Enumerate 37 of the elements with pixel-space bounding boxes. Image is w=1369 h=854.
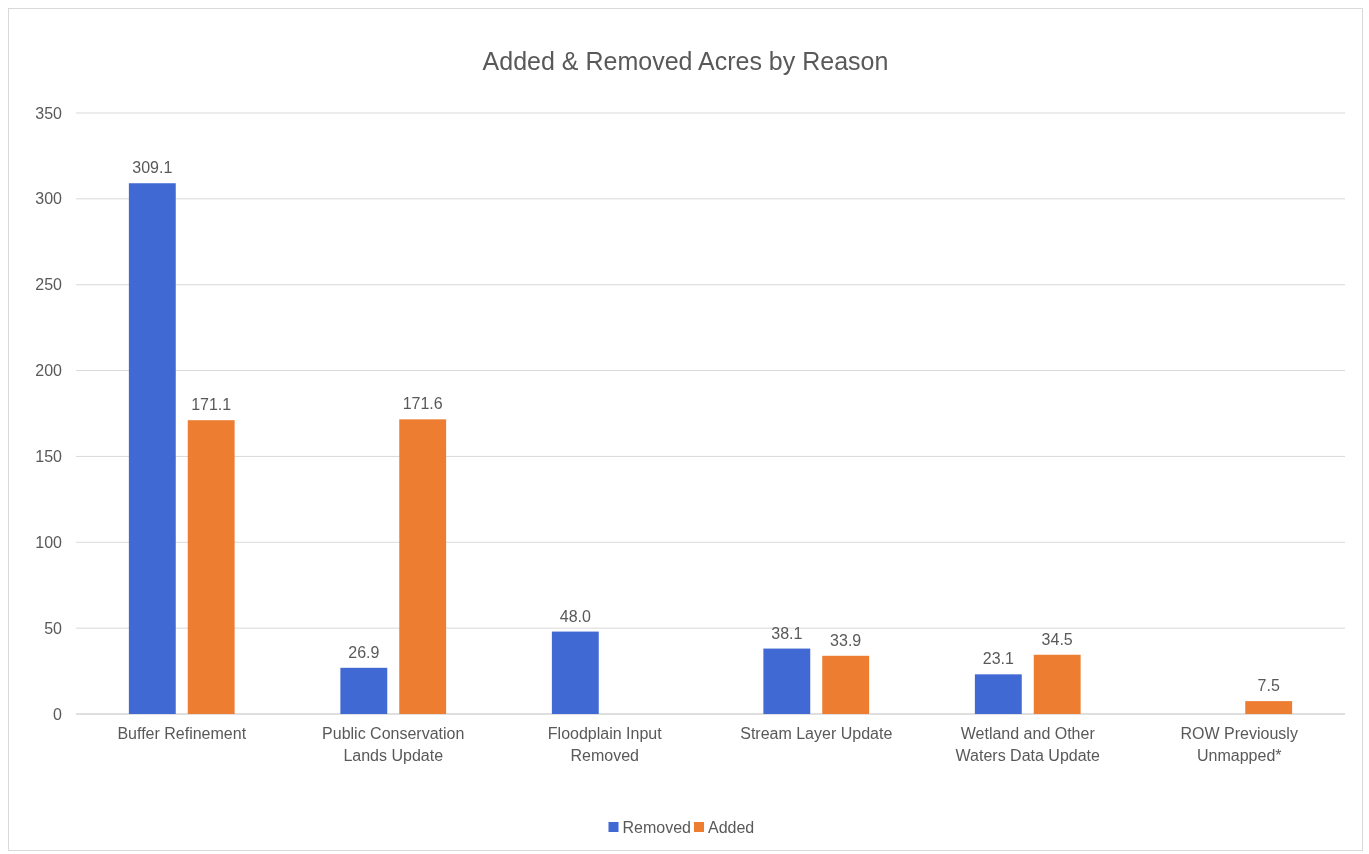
legend-label: Removed	[622, 818, 691, 836]
legend-label: Added	[708, 818, 755, 836]
x-tick-label: Buffer Refinement	[117, 725, 247, 742]
bar	[1033, 654, 1081, 714]
bar	[340, 667, 388, 714]
y-tick-label: 100	[35, 533, 63, 551]
bar	[187, 420, 235, 714]
bar	[551, 631, 599, 714]
y-tick-label: 250	[35, 276, 63, 294]
data-label: 33.9	[830, 631, 862, 649]
data-label: 48.0	[559, 607, 591, 625]
data-label: 26.9	[348, 643, 380, 661]
bar	[399, 419, 447, 714]
data-label: 34.5	[1041, 630, 1073, 648]
x-tick-label: Wetland and Other Waters Data Update	[955, 725, 1101, 764]
y-tick-label: 300	[35, 190, 63, 208]
x-tick-label: Public Conservation Lands Update	[322, 725, 465, 764]
y-tick-label: 350	[35, 104, 63, 122]
y-tick-label: 200	[35, 362, 63, 380]
y-tick-label: 0	[53, 705, 63, 723]
data-label: 171.1	[191, 396, 232, 414]
y-tick-label: 150	[35, 448, 63, 466]
data-label: 23.1	[982, 650, 1014, 668]
data-label: 171.6	[402, 395, 443, 413]
data-label: 309.1	[132, 159, 173, 177]
bar	[128, 183, 176, 714]
data-label: 38.1	[771, 624, 803, 642]
y-tick-label: 50	[44, 619, 63, 637]
x-tick-label: Stream Layer Update	[740, 725, 893, 742]
chart-title: Added & Removed Acres by Reason	[482, 47, 889, 75]
bar	[974, 674, 1022, 714]
bar	[822, 655, 870, 714]
x-tick-label: ROW Previously Unmapped*	[1180, 725, 1298, 764]
data-label: 7.5	[1257, 677, 1280, 695]
bar	[763, 648, 811, 714]
x-tick-label: Floodplain Input Removed	[547, 725, 663, 764]
bar	[1245, 701, 1293, 714]
